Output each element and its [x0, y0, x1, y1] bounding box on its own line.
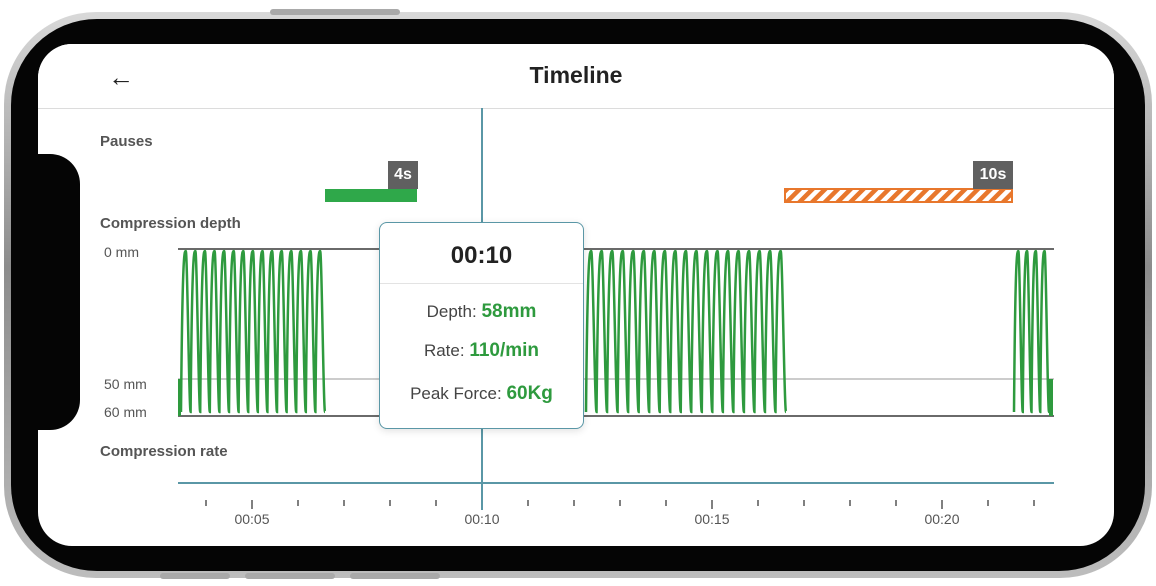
tooltip-rate-value: 110/min — [469, 340, 540, 361]
tooltip-time: 00:10 — [380, 223, 583, 284]
pause-bar-striped[interactable] — [784, 188, 1013, 203]
phone-side-button — [270, 9, 400, 15]
data-tooltip: 00:10 Depth: 58mm Rate: 110/min Peak For… — [379, 222, 584, 429]
pause-duration-badge-2: 10s — [973, 161, 1013, 189]
tooltip-force-value: 60Kg — [506, 383, 553, 404]
app-screen: ← Timeline Pauses Compression depth Comp… — [38, 44, 1114, 546]
time-label-2: 00:10 — [464, 511, 500, 527]
tooltip-depth-label: Depth: — [426, 302, 477, 321]
phone-volume-button-mute — [350, 573, 440, 579]
time-label-1: 00:05 — [234, 511, 270, 527]
back-arrow-icon[interactable]: ← — [108, 61, 134, 92]
tooltip-force-row: Peak Force: 60Kg — [380, 383, 583, 405]
app-header: ← Timeline — [38, 44, 1114, 109]
time-axis-ticks — [205, 500, 1035, 509]
pauses-label: Pauses — [100, 133, 153, 150]
tooltip-depth-value: 58mm — [481, 301, 537, 322]
compression-rate-label: Compression rate — [100, 443, 228, 460]
compression-depth-label: Compression depth — [100, 215, 241, 232]
time-label-3: 00:15 — [694, 511, 730, 527]
time-label-4: 00:20 — [924, 511, 960, 527]
depth-axis-mid-label: 50 mm — [104, 376, 147, 392]
timeline-chart[interactable] — [38, 44, 1114, 546]
tooltip-depth-row: Depth: 58mm — [380, 301, 583, 323]
pause-bar-solid[interactable] — [325, 189, 417, 202]
phone-notch — [34, 154, 80, 430]
phone-volume-button-down — [245, 573, 335, 579]
pause-duration-badge-1: 4s — [388, 161, 418, 189]
tooltip-rate-row: Rate: 110/min — [380, 340, 583, 362]
phone-volume-button-up — [160, 573, 230, 579]
compression-waveform-segment-1 — [179, 249, 327, 414]
compression-waveform-segment-2 — [584, 249, 788, 414]
waveform-end-block — [1049, 379, 1053, 416]
tooltip-rate-label: Rate: — [423, 341, 465, 360]
waveform-start-block — [178, 379, 181, 416]
page-title: Timeline — [529, 62, 623, 88]
compression-waveform-segment-3 — [1012, 249, 1051, 414]
depth-axis-bottom-label: 60 mm — [104, 404, 147, 420]
depth-axis-top-label: 0 mm — [104, 244, 139, 260]
tooltip-force-label: Peak Force: — [410, 384, 502, 403]
